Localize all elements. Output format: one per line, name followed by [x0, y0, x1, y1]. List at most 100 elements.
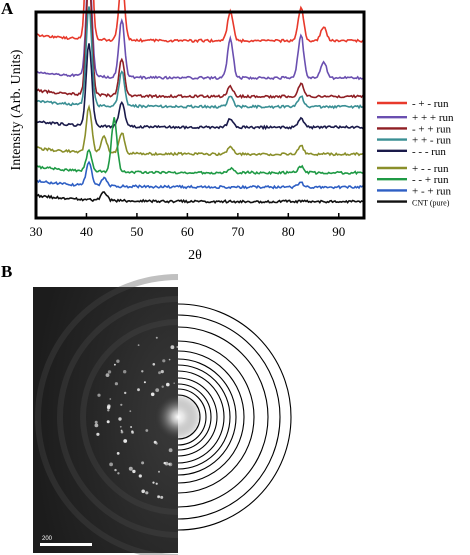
ring-arc — [177, 350, 245, 484]
scale-bar-label: 200 — [42, 536, 53, 542]
diffraction-spot — [124, 391, 127, 395]
diffraction-spot — [160, 370, 164, 374]
diffraction-spot — [106, 405, 111, 410]
series-line — [35, 160, 365, 190]
ring-arc — [177, 364, 231, 470]
diffraction-spot — [109, 462, 113, 467]
series-line — [35, 0, 365, 81]
series-line — [35, 43, 365, 131]
diffraction-spot — [170, 345, 175, 350]
ring-arc — [177, 303, 292, 531]
diffraction-spot — [158, 470, 160, 473]
diffuse-arc — [80, 319, 179, 515]
diffraction-spot — [132, 469, 136, 474]
series-line — [35, 0, 365, 44]
diffraction-spot — [145, 429, 149, 432]
diffraction-spot — [107, 370, 112, 374]
diffraction-spot — [114, 363, 116, 366]
diffraction-spot — [145, 491, 149, 495]
series-line — [35, 0, 365, 100]
series-line — [35, 117, 365, 176]
diffraction-spot — [123, 370, 127, 374]
ring-arc — [177, 340, 255, 494]
diffraction-spot — [155, 442, 158, 445]
diffraction-spot — [151, 393, 154, 396]
legend-label: + + - run — [412, 135, 451, 147]
legend-label: + - - run — [412, 163, 449, 175]
x-tick-label: 30 — [30, 224, 43, 239]
saed-image — [33, 287, 178, 553]
x-axis-label: 2θ — [188, 248, 202, 263]
diffraction-spot — [137, 344, 140, 346]
diffraction-spot — [160, 495, 164, 499]
diffraction-spot — [97, 393, 101, 397]
diffraction-spot — [138, 474, 142, 478]
diffraction-spot — [137, 388, 140, 392]
x-tick-label: 50 — [130, 224, 143, 239]
central-beam — [154, 393, 202, 441]
legend-label: - - + run — [412, 174, 449, 186]
diffraction-spot — [155, 482, 158, 485]
diffraction-spot — [130, 426, 133, 428]
diffraction-spot — [105, 373, 110, 377]
ring-arc — [177, 388, 207, 446]
ring-arc — [177, 383, 212, 451]
series-line — [35, 104, 365, 157]
series-line — [35, 6, 365, 110]
diffraction-spot — [117, 472, 120, 475]
ring-arc — [177, 326, 269, 508]
indexed-rings — [177, 303, 292, 531]
diffraction-spot — [109, 398, 112, 400]
diffraction-spot — [114, 468, 117, 472]
plot-frame — [34, 10, 366, 220]
diffraction-spot — [176, 346, 179, 348]
diffraction-spot — [94, 420, 98, 424]
diffraction-spot — [155, 388, 160, 392]
diffraction-spot — [143, 381, 146, 384]
diffraction-spot — [119, 425, 122, 428]
x-tick-label: 40 — [80, 224, 93, 239]
panel-label-b: B — [1, 262, 13, 281]
diffraction-spot — [116, 452, 120, 455]
diffraction-spot — [152, 481, 155, 484]
legend-label: CNT (pure) — [412, 199, 450, 208]
diffraction-spot — [164, 461, 169, 466]
ring-arc — [177, 377, 218, 457]
scale-bar — [40, 543, 92, 546]
diffraction-spot — [157, 495, 161, 499]
diffraction-spot — [168, 358, 171, 361]
legend-label: - + - run — [412, 98, 449, 110]
diffraction-spot — [94, 423, 99, 428]
legend-label: - + + run — [412, 123, 451, 135]
ring-arc — [177, 370, 225, 464]
diffraction-spot — [107, 409, 110, 412]
diffraction-spot — [114, 382, 118, 386]
diffraction-spot — [128, 466, 133, 471]
diffraction-spot — [120, 403, 123, 406]
diffraction-spot — [141, 489, 145, 494]
diffraction-spot — [131, 430, 134, 433]
series-line — [35, 191, 365, 204]
xrd-chart: Intensity (Arb. Units) 2θ - + - run + + +… — [9, 0, 454, 263]
diffraction-spot — [168, 448, 173, 453]
legend-label: + + + run — [412, 112, 454, 124]
x-tick-label: 70 — [231, 224, 244, 239]
panel-label-a: A — [1, 0, 14, 18]
diffraction-spot — [158, 371, 161, 375]
diffraction-spots — [35, 274, 179, 555]
diffraction-spot — [106, 420, 110, 424]
diffraction-spot — [141, 461, 145, 465]
diffraction-spot — [173, 382, 175, 385]
y-axis-label: Intensity (Arb. Units) — [9, 49, 24, 170]
diffuse-arc — [35, 274, 179, 555]
ring-arc — [177, 358, 237, 476]
diffraction-spot — [161, 385, 164, 388]
legend-label: + - + run — [412, 185, 451, 197]
diffraction-spot — [118, 417, 122, 421]
diffraction-spot — [162, 359, 166, 363]
legend-label: - - - run — [412, 146, 446, 158]
diffraction-spot — [124, 439, 127, 443]
diffuse-arc — [57, 296, 179, 538]
diffraction-spot — [168, 463, 171, 466]
